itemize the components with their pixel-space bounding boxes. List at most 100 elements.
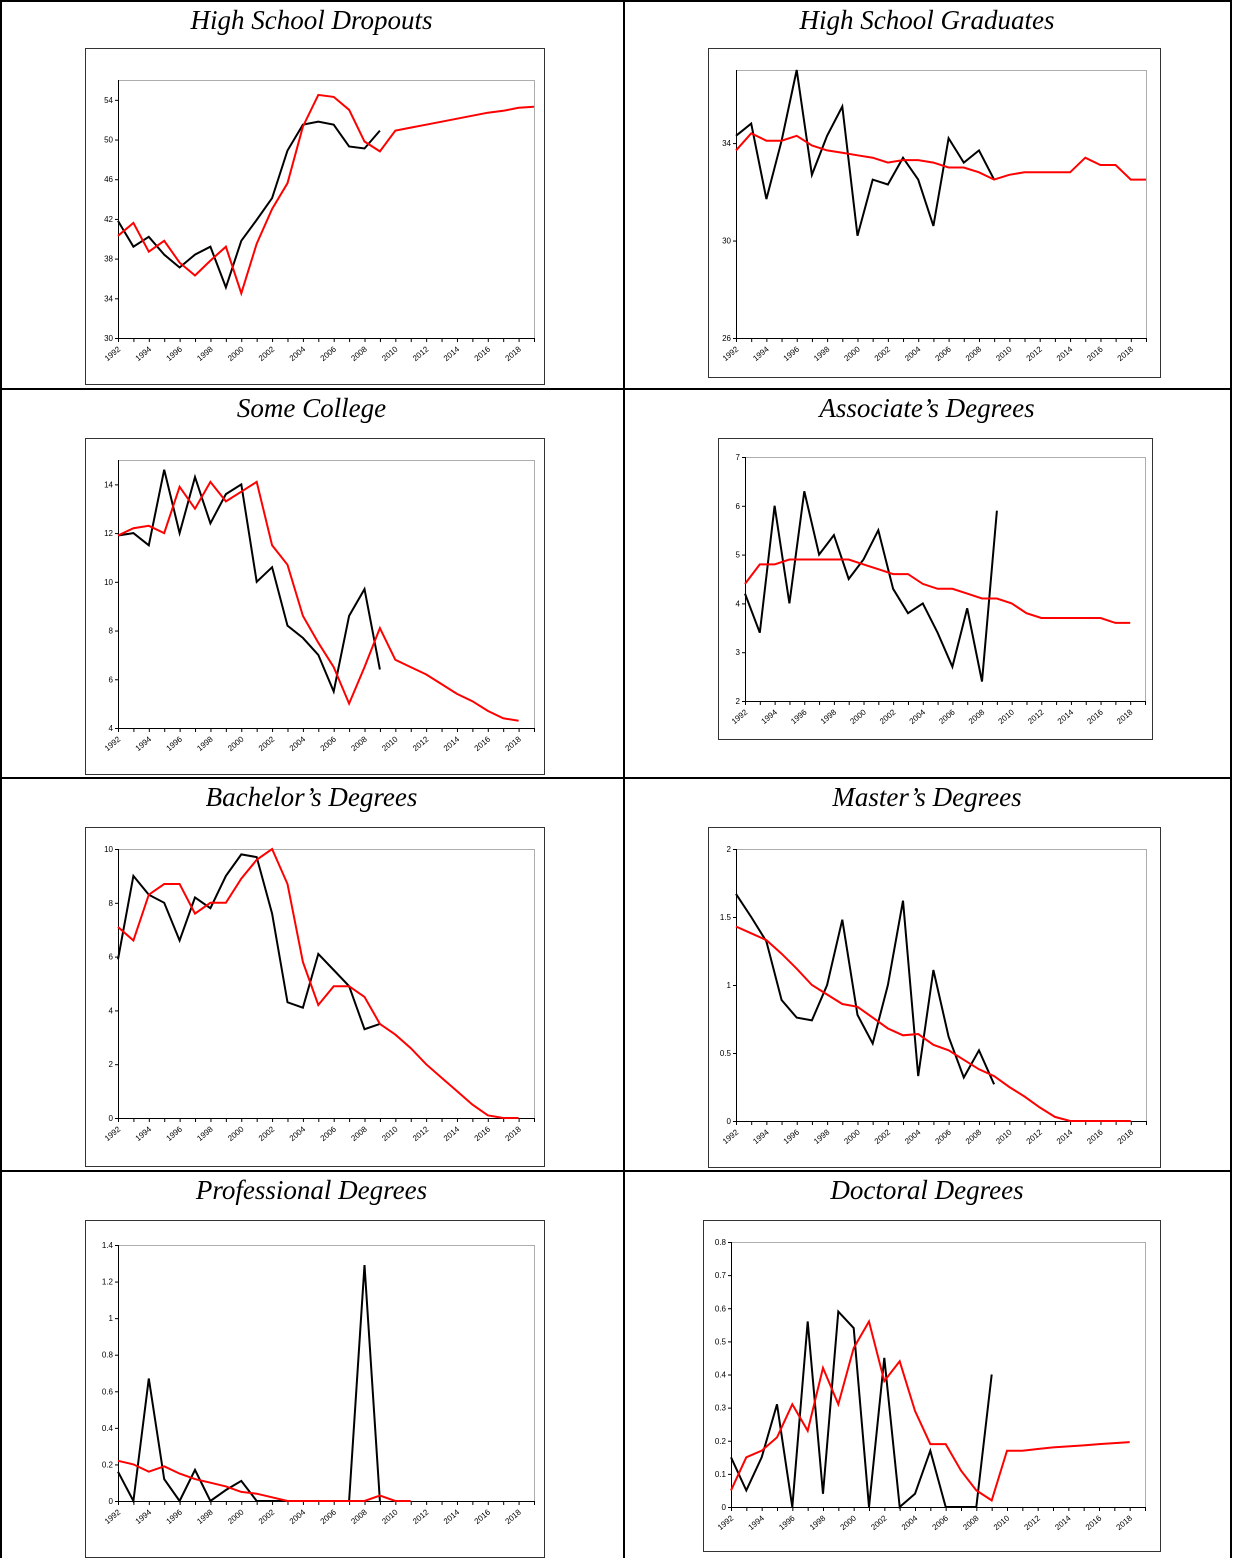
chart-title: Some College xyxy=(236,393,387,423)
y-tick-label: 26 xyxy=(722,334,731,343)
y-tick-label: 38 xyxy=(104,255,113,264)
y-tick-label: 0.1 xyxy=(715,1470,727,1479)
y-tick-label: 0.5 xyxy=(715,1337,727,1346)
y-tick-label: 1.4 xyxy=(102,1241,114,1250)
y-tick-label: 0.2 xyxy=(715,1437,727,1446)
y-tick-label: 2 xyxy=(109,1060,114,1069)
y-tick-label: 0.6 xyxy=(715,1304,727,1313)
y-tick-label: 50 xyxy=(104,136,113,145)
series-line-red xyxy=(735,925,1131,1122)
series-line-black xyxy=(744,490,998,682)
chart-cell: High School Graduates 26 30 34 1992 1994 1996 1… xyxy=(623,0,1231,388)
chart-frame xyxy=(703,1220,1161,1552)
y-tick-label: 1 xyxy=(727,981,732,990)
chart-cell: Some College 4 6 8 10 12 14 1992 1994 1996 1998 200… xyxy=(0,388,623,777)
y-tick-label: 1.2 xyxy=(102,1278,114,1287)
y-tick-label: 5 xyxy=(736,551,741,560)
chart-cell: High School Dropouts 30 34 38 42 46 50 54 1992 19… xyxy=(0,0,623,388)
series-line-red xyxy=(730,1318,1130,1502)
y-tick-label: 4 xyxy=(109,1006,114,1015)
chart-frame xyxy=(708,827,1161,1168)
y-tick-label: 0 xyxy=(727,1117,732,1126)
y-tick-label: 0 xyxy=(109,1497,114,1506)
chart-title: Associate’s Degrees xyxy=(819,393,1035,423)
y-tick-label: 0.4 xyxy=(715,1371,727,1380)
chart-frame xyxy=(708,48,1161,378)
chart-frame xyxy=(85,48,545,385)
table-hline-3 xyxy=(0,1170,1232,1172)
y-tick-label: 30 xyxy=(104,334,113,343)
y-tick-label: 0 xyxy=(109,1114,114,1123)
series-line-black xyxy=(117,853,381,1031)
y-tick-label: 42 xyxy=(104,215,113,224)
y-tick-label: 30 xyxy=(722,237,731,246)
y-tick-label: 54 xyxy=(104,96,113,105)
y-tick-label: 0.3 xyxy=(715,1404,727,1413)
chart-frame xyxy=(85,1220,545,1558)
series-line-red xyxy=(744,558,1131,624)
series-line-black xyxy=(735,893,996,1085)
y-tick-label: 1.5 xyxy=(720,913,732,922)
chart-title: Master’s Degrees xyxy=(832,782,1022,812)
chart-cell: Bachelor’s Degrees 0 2 4 6 8 10 1992 1994 1996 199… xyxy=(0,777,623,1170)
chart-title: Doctoral Degrees xyxy=(830,1175,1024,1205)
y-tick-label: 1 xyxy=(109,1314,114,1323)
y-tick-label: 6 xyxy=(736,502,741,511)
chart-title: High School Graduates xyxy=(799,5,1055,35)
table-hline-0 xyxy=(0,0,1232,2)
series-line-red xyxy=(117,847,519,1119)
chart-frame xyxy=(85,438,545,775)
y-tick-label: 3 xyxy=(736,648,741,657)
table-hline-1 xyxy=(0,388,1232,390)
table-vline-0 xyxy=(0,0,2,1558)
y-tick-label: 0.4 xyxy=(102,1424,114,1433)
y-tick-label: 8 xyxy=(109,899,114,908)
series-line-red xyxy=(117,93,535,297)
series-line-black xyxy=(735,69,995,236)
series-line-red xyxy=(735,132,1146,181)
y-tick-label: 4 xyxy=(109,724,114,733)
y-tick-label: 12 xyxy=(104,529,113,538)
y-tick-label: 0.8 xyxy=(102,1351,114,1360)
chart-cell: Doctoral Degrees 0 0.1 0.2 0.3 0.4 0.5 0.6 0.7 0.… xyxy=(623,1170,1231,1556)
y-tick-label: 0.7 xyxy=(715,1271,727,1280)
y-tick-label: 0.5 xyxy=(720,1049,732,1058)
chart-title: Bachelor’s Degrees xyxy=(205,782,418,812)
y-tick-label: 0.6 xyxy=(102,1387,114,1396)
chart-cell: Professional Degrees 0 0.2 0.4 0.6 0.8 1 1.2 1.4… xyxy=(0,1170,623,1558)
y-tick-label: 10 xyxy=(104,845,113,854)
y-tick-label: 4 xyxy=(736,599,741,608)
table-vline-1 xyxy=(623,0,625,1558)
chart-title: Professional Degrees xyxy=(195,1175,428,1205)
y-tick-label: 0 xyxy=(722,1503,727,1512)
y-tick-label: 34 xyxy=(104,294,113,303)
y-tick-label: 2 xyxy=(736,697,741,706)
chart-cell: Master’s Degrees 0 0.5 1 1.5 2 1992 1994 1996 199… xyxy=(623,777,1231,1170)
series-line-black xyxy=(730,1309,993,1510)
series-line-red xyxy=(117,480,519,722)
y-tick-label: 0.8 xyxy=(715,1238,727,1247)
y-tick-label: 34 xyxy=(722,139,731,148)
table-vline-2 xyxy=(1230,0,1232,1558)
series-line-black xyxy=(117,469,381,695)
series-line-black xyxy=(117,120,381,291)
y-tick-label: 8 xyxy=(109,627,114,636)
y-tick-label: 10 xyxy=(104,578,113,587)
y-tick-label: 2 xyxy=(727,845,732,854)
chart-cell: Associate’s Degrees 2 3 4 5 6 7 1992 1994 1996 199… xyxy=(623,388,1231,777)
y-tick-label: 14 xyxy=(104,480,113,489)
y-tick-label: 7 xyxy=(736,453,741,462)
series-line-red xyxy=(117,1459,411,1502)
y-tick-label: 6 xyxy=(109,953,114,962)
y-tick-label: 46 xyxy=(104,175,113,184)
chart-title: High School Dropouts xyxy=(190,5,433,35)
